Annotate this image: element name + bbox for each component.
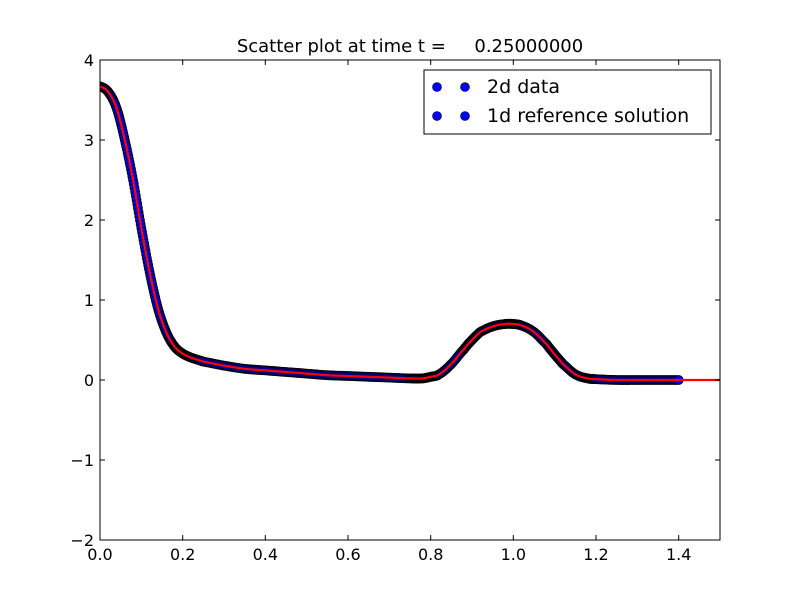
- x-tick-label: 1.4: [666, 545, 691, 564]
- y-tick-label: −2: [70, 531, 94, 550]
- x-tick-label: 0.6: [335, 545, 360, 564]
- y-tick-label: 4: [84, 51, 94, 70]
- legend: 2d data 1d reference solution: [423, 69, 712, 135]
- legend-marker-2d-data-1: [432, 82, 442, 92]
- x-tick-label: 0.2: [170, 545, 195, 564]
- legend-marker-2d-data-2: [460, 82, 470, 92]
- plot-area: [100, 81, 720, 385]
- y-tick-label: 2: [84, 211, 94, 230]
- x-tick-label: 1.2: [583, 545, 608, 564]
- x-tick-label: 0.0: [87, 545, 112, 564]
- legend-marker-reference-2: [460, 111, 470, 121]
- series-1d-reference-line: [100, 85, 720, 382]
- x-tick-label: 1.0: [501, 545, 526, 564]
- y-tick-label: 1: [84, 291, 94, 310]
- y-tick-label: 3: [84, 131, 94, 150]
- legend-label-reference: 1d reference solution: [487, 105, 689, 127]
- legend-label-2d-data: 2d data: [487, 76, 560, 98]
- y-tick-label: −1: [70, 451, 94, 470]
- y-tick-label: 0: [84, 371, 94, 390]
- axes: 0.0 0.2 0.4 0.6 0.8 1.0 1.2 1.4 −2 −1 0 1 2 3 4: [70, 51, 721, 564]
- x-tick-label: 0.4: [253, 545, 278, 564]
- legend-box: [423, 69, 712, 135]
- x-tick-label: 0.8: [418, 545, 443, 564]
- chart-title: Scatter plot at time t = 0.25000000: [237, 36, 583, 57]
- legend-marker-reference-1: [432, 111, 442, 121]
